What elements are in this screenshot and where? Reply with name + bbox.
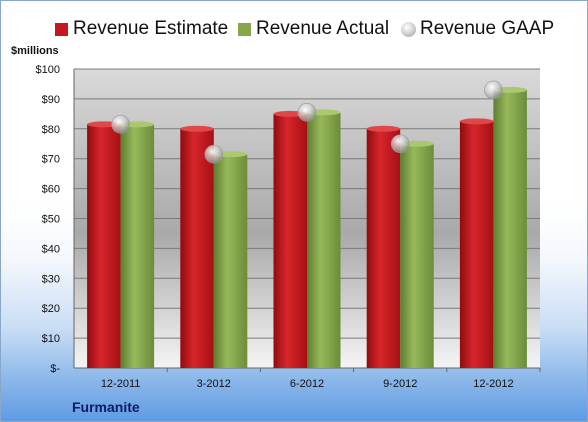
marker-revenue-gaap: [390, 134, 410, 154]
x-tick-label: 9-2012: [383, 378, 417, 390]
x-tick-label: 6-2012: [290, 378, 324, 390]
legend-item-actual: Revenue Actual: [238, 15, 389, 43]
y-tick-label: $40: [42, 243, 60, 255]
y-tick-label: $80: [42, 124, 60, 136]
bar-top-revenue-estimate: [366, 125, 401, 132]
legend-swatch-actual: [238, 22, 251, 36]
y-tick-label: $70: [42, 154, 60, 166]
x-tick-label: 12-2011: [101, 378, 141, 390]
bar-revenue-estimate: [87, 124, 121, 368]
bar-revenue-estimate: [459, 121, 494, 368]
legend-item-gaap: Revenue GAAP: [401, 15, 554, 43]
y-axis-units-label: $millions: [11, 45, 59, 57]
y-tick-label: $20: [42, 303, 60, 315]
bar-revenue-actual: [213, 154, 248, 368]
x-tick-label: 3-2012: [197, 378, 231, 390]
bar-revenue-actual: [400, 143, 434, 368]
legend-label-estimate: Revenue Estimate: [73, 18, 229, 39]
bar-revenue-estimate: [180, 128, 214, 368]
legend: Revenue Estimate Revenue Actual Revenue …: [1, 15, 587, 43]
y-tick-label: $10: [42, 333, 60, 345]
bar-revenue-actual: [307, 112, 341, 368]
legend-swatch-estimate: [55, 22, 68, 36]
bar-revenue-estimate: [273, 113, 307, 368]
bar-revenue-actual: [120, 124, 155, 368]
bar-top-revenue-estimate: [180, 125, 214, 132]
marker-revenue-gaap: [484, 80, 503, 100]
company-name: Furmanite: [72, 399, 140, 415]
marker-revenue-gaap: [111, 115, 130, 134]
y-tick-label: $30: [42, 273, 60, 285]
y-tick-label: $60: [42, 184, 60, 196]
y-tick-label: $-: [50, 363, 60, 375]
y-tick-label: $90: [42, 94, 60, 106]
y-tick-label: $100: [36, 64, 60, 76]
bar-revenue-estimate: [366, 128, 401, 368]
legend-item-estimate: Revenue Estimate: [55, 15, 228, 43]
marker-revenue-gaap: [204, 144, 224, 164]
y-tick-label: $50: [42, 214, 60, 226]
x-tick-label: 12-2012: [473, 378, 513, 390]
legend-swatch-gaap: [401, 21, 416, 37]
bar-top-revenue-estimate: [459, 118, 494, 125]
bar-revenue-actual: [493, 89, 527, 369]
marker-revenue-gaap: [297, 103, 317, 122]
legend-label-actual: Revenue Actual: [256, 18, 390, 39]
legend-label-gaap: Revenue GAAP: [420, 18, 555, 39]
